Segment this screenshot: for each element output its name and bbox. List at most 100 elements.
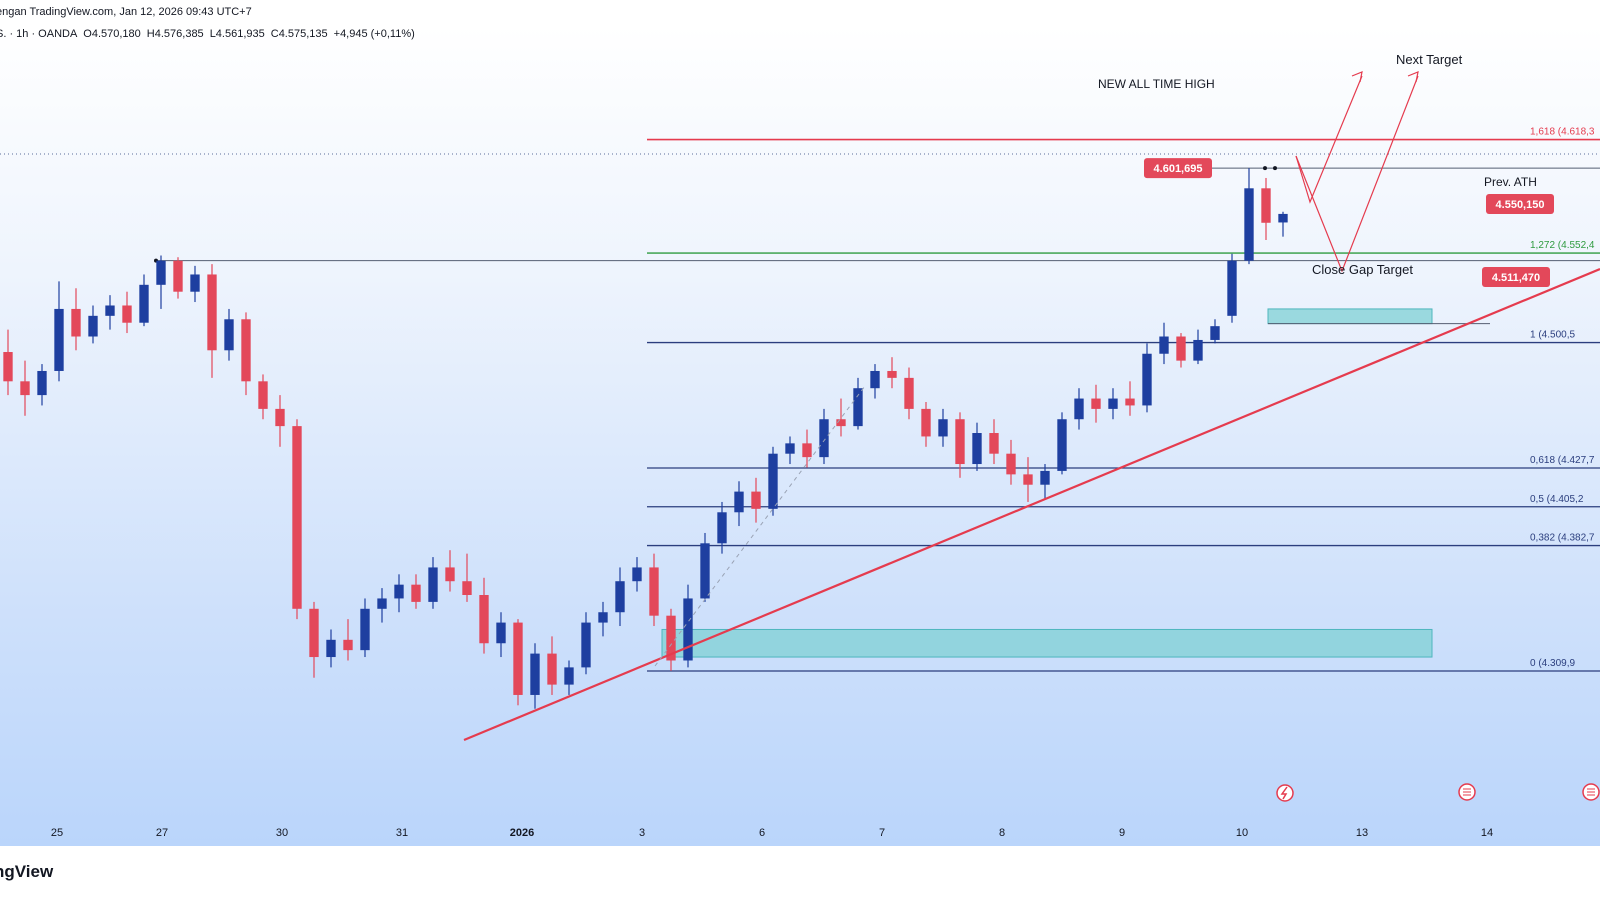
- candle-body: [972, 433, 982, 465]
- candle-body: [632, 567, 642, 582]
- candle-body: [173, 260, 183, 292]
- publisher-info: engan TradingView.com, Jan 12, 2026 09:4…: [0, 6, 252, 18]
- candle-body: [904, 377, 914, 409]
- lightning-bolt-icon: [1280, 786, 1288, 800]
- x-tick-label: 27: [156, 827, 168, 839]
- chart-area[interactable]: 1,618 (4.618,3 1,272 (4.552,4 1 (4.500,5 0,…: [0, 26, 1600, 846]
- fib-level-label: 0,618 (4.427,7: [1530, 455, 1595, 466]
- candle-body: [853, 388, 863, 427]
- candle-body: [768, 453, 778, 509]
- candle-body: [1227, 260, 1237, 316]
- candle-body: [513, 622, 523, 695]
- prev-ath-price-badge: 4.550,150: [1496, 199, 1545, 211]
- candle-body: [377, 598, 387, 609]
- header: engan TradingView.com, Jan 12, 2026 09:4…: [0, 0, 1600, 26]
- next-target-label: Next Target: [1396, 52, 1463, 67]
- candle-body: [292, 426, 302, 609]
- projection-arrowhead: [1351, 71, 1363, 83]
- candle-body: [921, 408, 931, 437]
- candle-body: [139, 284, 149, 323]
- candle-body: [666, 615, 676, 661]
- candle-body: [1023, 474, 1033, 485]
- symbol-bar: S. · 1h · OANDA O4.570,180 H4.576,385 L4…: [0, 28, 415, 40]
- x-tick-label: 3: [639, 827, 645, 839]
- candle-body: [343, 639, 353, 651]
- gap-price-badge: 4.511,470: [1492, 272, 1540, 284]
- trend-line: [463, 267, 1600, 742]
- candle-body: [122, 305, 132, 323]
- candle-body: [88, 315, 98, 337]
- candle-body: [1261, 188, 1271, 223]
- candle-body: [785, 443, 795, 454]
- x-tick-label: 14: [1481, 827, 1493, 839]
- candle-body: [751, 491, 761, 509]
- candle-body: [1278, 213, 1288, 223]
- candle-body: [564, 667, 574, 685]
- fib-level-label: 0,382 (4.382,7: [1530, 533, 1595, 544]
- candle-body: [1057, 419, 1067, 471]
- candle-body: [700, 543, 710, 599]
- x-tick-label: 13: [1356, 827, 1368, 839]
- candle-body: [1125, 398, 1135, 406]
- candle-body: [1040, 470, 1050, 485]
- candle-body: [1074, 398, 1084, 420]
- candle-body: [1091, 398, 1101, 409]
- lightning-event-icon: [1276, 784, 1294, 802]
- helper-dashed-line: [654, 385, 866, 667]
- candle-body: [20, 381, 30, 396]
- x-tick-label: 7: [879, 827, 885, 839]
- candle-body: [1006, 453, 1016, 475]
- high-value: H4.576,385: [146, 28, 204, 40]
- ath-price-badge: 4.601,695: [1154, 163, 1203, 175]
- candle-body: [547, 653, 557, 685]
- candle-body: [1244, 188, 1254, 261]
- projection-arrowhead: [1407, 71, 1419, 83]
- x-tick-label: 9: [1119, 827, 1125, 839]
- ath-label: NEW ALL TIME HIGH: [1098, 77, 1215, 91]
- candle-body: [802, 443, 812, 458]
- candle-body: [445, 567, 455, 582]
- close-value: C4.575,135: [270, 28, 328, 40]
- candle-body: [870, 370, 880, 389]
- candle-body: [224, 319, 234, 351]
- candle-body: [479, 595, 489, 644]
- candle-body: [37, 370, 47, 396]
- candle-body: [309, 608, 319, 658]
- us-flag-event-icon-stripes: [1587, 788, 1595, 796]
- candle-body: [683, 598, 693, 661]
- candle-body: [1142, 353, 1152, 406]
- ath-dot: [1263, 166, 1267, 171]
- x-tick-label: 25: [51, 827, 63, 839]
- candle-body: [190, 274, 200, 292]
- candle-body: [1108, 398, 1118, 409]
- candle-body: [717, 512, 727, 544]
- candle-body: [428, 567, 438, 602]
- open-value: O4.570,180: [83, 28, 141, 40]
- candle-body: [275, 408, 285, 427]
- tradingview-logo: ngView: [0, 862, 54, 881]
- candle-body: [989, 433, 999, 454]
- candle-body: [955, 419, 965, 465]
- fib-level-label: 0 (4.309,9: [1530, 658, 1575, 669]
- candle-body: [836, 419, 846, 427]
- close-gap-zone: [1267, 308, 1433, 325]
- candle-body: [734, 491, 744, 513]
- x-tick-label: 6: [759, 827, 765, 839]
- projection-path: [1295, 75, 1419, 273]
- fib-level-label: 1,272 (4.552,4: [1530, 240, 1595, 251]
- candle-body: [258, 381, 268, 409]
- low-value: L4.561,935: [209, 28, 265, 40]
- candle-body: [71, 308, 81, 337]
- candle-body: [156, 260, 166, 285]
- prev-ath-label: Prev. ATH: [1484, 175, 1537, 189]
- candle-body: [394, 584, 404, 599]
- x-tick-label: 31: [396, 827, 408, 839]
- ath-price-badge-bg: [1144, 158, 1212, 179]
- x-tick-label: 10: [1236, 827, 1248, 839]
- candle-body: [598, 612, 608, 623]
- price-chart[interactable]: 1,618 (4.618,3 1,272 (4.552,4 1 (4.500,5 0,…: [0, 26, 1600, 846]
- candle-body: [1176, 336, 1186, 361]
- candle-body: [819, 419, 829, 458]
- candle-body: [1159, 336, 1169, 354]
- candle-body: [1193, 339, 1203, 361]
